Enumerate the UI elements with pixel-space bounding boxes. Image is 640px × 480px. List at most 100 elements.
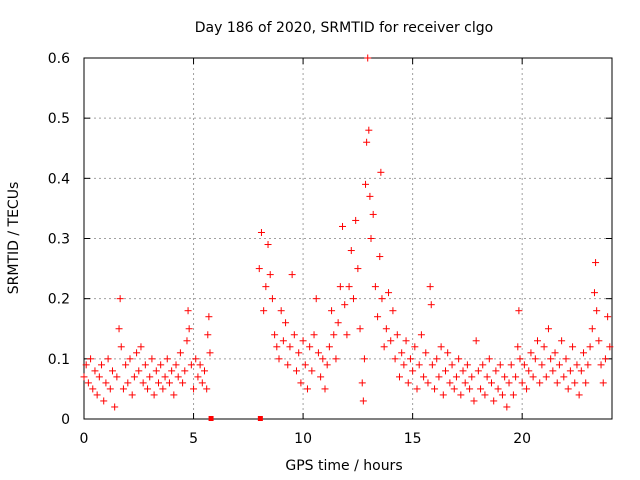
data-point	[549, 367, 557, 375]
data-point	[426, 283, 434, 291]
data-point	[483, 373, 491, 381]
data-point	[206, 349, 214, 357]
data-point	[141, 361, 149, 369]
data-point	[461, 379, 469, 387]
data-point	[514, 343, 522, 351]
data-point	[98, 361, 106, 369]
data-point	[525, 367, 533, 375]
x-tick-label: 20	[513, 431, 531, 447]
data-point	[332, 355, 340, 363]
data-point	[362, 180, 370, 188]
data-point	[264, 241, 272, 249]
grid	[84, 58, 612, 419]
data-point	[290, 331, 298, 339]
data-point	[356, 325, 364, 333]
data-point	[172, 361, 180, 369]
data-point	[343, 331, 351, 339]
data-point	[590, 289, 598, 297]
data-point	[595, 337, 603, 345]
data-point	[310, 331, 318, 339]
data-point	[377, 168, 385, 176]
data-point	[93, 391, 101, 399]
data-point	[161, 373, 169, 381]
data-point	[323, 361, 331, 369]
data-point	[393, 331, 401, 339]
data-point	[435, 373, 443, 381]
data-point	[128, 391, 136, 399]
data-point	[479, 361, 487, 369]
x-tick-label: 10	[294, 431, 312, 447]
data-point	[597, 361, 605, 369]
data-point	[389, 307, 397, 315]
data-point	[133, 349, 141, 357]
data-point	[275, 355, 283, 363]
data-point	[601, 355, 609, 363]
data-point	[284, 361, 292, 369]
data-point	[516, 355, 524, 363]
data-point	[472, 337, 480, 345]
x-tick-label: 0	[80, 431, 89, 447]
data-point	[139, 379, 147, 387]
data-point	[91, 367, 99, 375]
data-point	[352, 216, 360, 224]
data-point	[336, 283, 344, 291]
data-point	[534, 337, 542, 345]
data-point	[428, 361, 436, 369]
x-tick-label: 15	[404, 431, 422, 447]
data-point	[573, 361, 581, 369]
data-point	[95, 373, 103, 381]
segment-marker	[208, 416, 214, 421]
data-point	[413, 385, 421, 393]
data-point	[303, 385, 311, 393]
data-point	[459, 367, 467, 375]
data-point	[555, 361, 563, 369]
axis-ticks: 0 5 10 15 20 0 0.1 0.2 0.3 0.4 0.5 0.6	[48, 51, 612, 447]
data-point	[424, 379, 432, 387]
data-point	[299, 337, 307, 345]
data-point	[586, 343, 594, 351]
data-point	[80, 373, 88, 381]
data-point	[100, 397, 108, 405]
data-point	[347, 247, 355, 255]
data-point	[185, 325, 193, 333]
data-point	[279, 337, 287, 345]
data-point	[512, 373, 520, 381]
data-point	[474, 367, 482, 375]
data-point	[391, 355, 399, 363]
data-point	[398, 349, 406, 357]
data-point	[102, 379, 110, 387]
data-point	[84, 379, 92, 387]
data-point	[485, 355, 493, 363]
data-point	[255, 265, 263, 273]
data-point	[481, 391, 489, 399]
data-point	[558, 337, 566, 345]
data-point	[176, 349, 184, 357]
data-point	[509, 391, 517, 399]
chart-title: Day 186 of 2020, SRMTID for receiver clg…	[195, 20, 493, 36]
data-point	[317, 373, 325, 381]
data-point	[111, 403, 119, 411]
data-point	[150, 391, 158, 399]
data-point	[360, 355, 368, 363]
data-point	[538, 361, 546, 369]
data-point	[448, 361, 456, 369]
data-point	[306, 343, 314, 351]
data-point	[593, 307, 601, 315]
y-tick-label: 0	[61, 412, 70, 428]
data-point	[286, 343, 294, 351]
data-point	[575, 391, 583, 399]
data-point	[122, 361, 130, 369]
data-point	[367, 235, 375, 242]
data-point	[404, 379, 412, 387]
data-point	[184, 307, 192, 315]
data-point	[190, 385, 198, 393]
y-tick-label: 0.5	[48, 111, 70, 127]
data-point	[588, 325, 596, 333]
data-point	[87, 355, 95, 363]
data-point	[402, 337, 410, 345]
data-point	[273, 343, 281, 351]
data-points	[80, 54, 614, 421]
data-point	[359, 397, 367, 405]
data-point	[358, 379, 366, 387]
data-point	[130, 373, 138, 381]
